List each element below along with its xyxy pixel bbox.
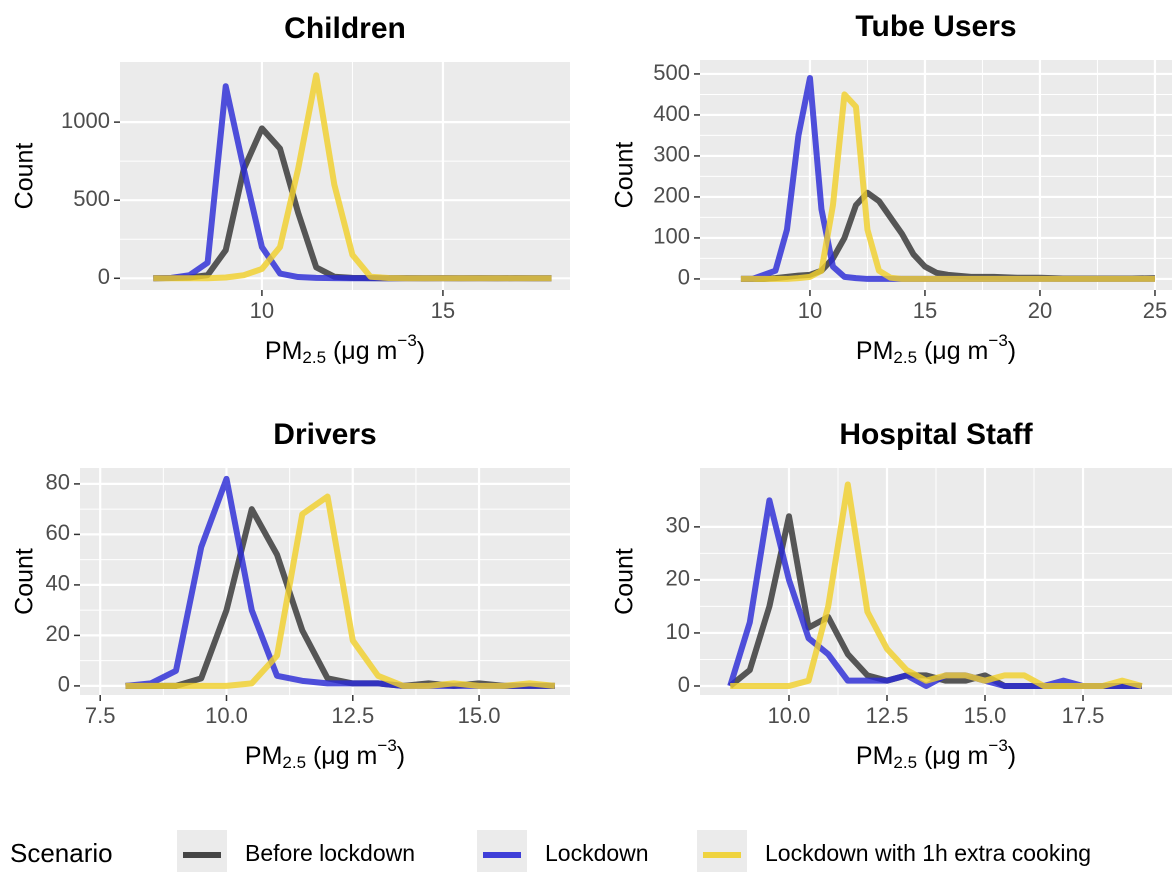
y-tick-label: 0 — [678, 265, 690, 290]
panel-title: Drivers — [273, 418, 376, 451]
x-tick-label: 10 — [798, 298, 822, 323]
x-axis-label-part: 2.5 — [893, 348, 917, 367]
y-tick-label: 20 — [46, 621, 70, 646]
x-axis-label-part: (μg m — [306, 742, 377, 770]
x-axis-label-part: (μg m — [917, 337, 988, 365]
x-tick-label: 20 — [1028, 298, 1052, 323]
y-axis-label: Count — [11, 548, 39, 615]
x-tick-label: 15.0 — [964, 703, 1007, 728]
y-tick-label: 0 — [58, 672, 70, 697]
x-axis-label: PM2.5 (μg m−3) — [856, 331, 1016, 367]
legend-label: Lockdown — [545, 840, 649, 866]
x-axis-label-part: ) — [1008, 337, 1016, 365]
y-tick-label: 500 — [73, 186, 110, 211]
y-tick-label: 60 — [46, 520, 70, 545]
y-tick-label: 30 — [666, 513, 690, 538]
x-axis-label: PM2.5 (μg m−3) — [245, 736, 405, 772]
x-tick-label: 12.5 — [331, 703, 374, 728]
x-axis-label-part: PM — [856, 742, 894, 770]
x-axis-label: PM2.5 (μg m−3) — [856, 736, 1016, 772]
y-tick-label: 500 — [653, 60, 690, 85]
y-axis-label: Count — [611, 548, 639, 615]
x-tick-label: 17.5 — [1062, 703, 1105, 728]
legend-label: Lockdown with 1h extra cooking — [765, 840, 1091, 866]
series-line — [730, 481, 1143, 689]
y-tick-label: 40 — [46, 571, 70, 596]
y-axis-label: Count — [11, 143, 39, 210]
x-tick-label: 12.5 — [866, 703, 909, 728]
legend-key — [697, 830, 747, 872]
panel-background — [120, 62, 570, 290]
x-axis-label-part: −3 — [988, 331, 1007, 350]
legend-title: Scenario — [10, 838, 113, 868]
x-tick-label: 10.0 — [768, 703, 811, 728]
y-tick-label: 20 — [666, 566, 690, 591]
x-tick-label: 15 — [431, 298, 455, 323]
y-tick-label: 400 — [653, 101, 690, 126]
x-tick-label: 25 — [1143, 298, 1167, 323]
panel-title: Hospital Staff — [839, 418, 1033, 451]
x-tick-label: 7.5 — [85, 703, 116, 728]
x-axis-label-part: −3 — [377, 736, 396, 755]
y-tick-label: 200 — [653, 183, 690, 208]
x-axis-label-part: 2.5 — [893, 753, 917, 772]
y-tick-label: 80 — [46, 470, 70, 495]
x-tick-label: 15 — [913, 298, 937, 323]
series-line — [125, 493, 556, 689]
x-axis-label: PM2.5 (μg m−3) — [265, 331, 425, 367]
x-axis-label-part: PM — [245, 742, 283, 770]
y-axis-label: Count — [611, 142, 639, 209]
y-tick-label: 10 — [666, 619, 690, 644]
panel-background — [80, 468, 570, 695]
y-tick-label: 100 — [653, 224, 690, 249]
y-tick-label: 0 — [678, 672, 690, 697]
y-tick-label: 0 — [98, 264, 110, 289]
x-axis-label-part: ) — [397, 742, 405, 770]
x-axis-label-part: PM — [265, 337, 303, 365]
x-tick-label: 10 — [250, 298, 274, 323]
series-line — [740, 91, 1155, 282]
x-axis-label-part: (μg m — [326, 337, 397, 365]
x-axis-label-part: ) — [417, 337, 425, 365]
x-axis-label-part: ) — [1008, 742, 1016, 770]
x-axis-label-part: (μg m — [917, 742, 988, 770]
panel-title: Tube Users — [855, 10, 1016, 43]
x-tick-label: 15.0 — [458, 703, 501, 728]
x-tick-label: 10.0 — [205, 703, 248, 728]
legend-label: Before lockdown — [245, 840, 415, 866]
x-axis-label-part: 2.5 — [302, 348, 326, 367]
x-axis-label-part: −3 — [397, 331, 416, 350]
panel-title: Children — [284, 12, 406, 45]
legend-key — [477, 830, 527, 872]
x-axis-label-part: −3 — [988, 736, 1007, 755]
series-line — [153, 72, 552, 282]
y-tick-label: 300 — [653, 142, 690, 167]
y-tick-label: 1000 — [61, 108, 110, 133]
legend-key — [177, 830, 227, 872]
x-axis-label-part: PM — [856, 337, 894, 365]
x-axis-label-part: 2.5 — [282, 753, 306, 772]
